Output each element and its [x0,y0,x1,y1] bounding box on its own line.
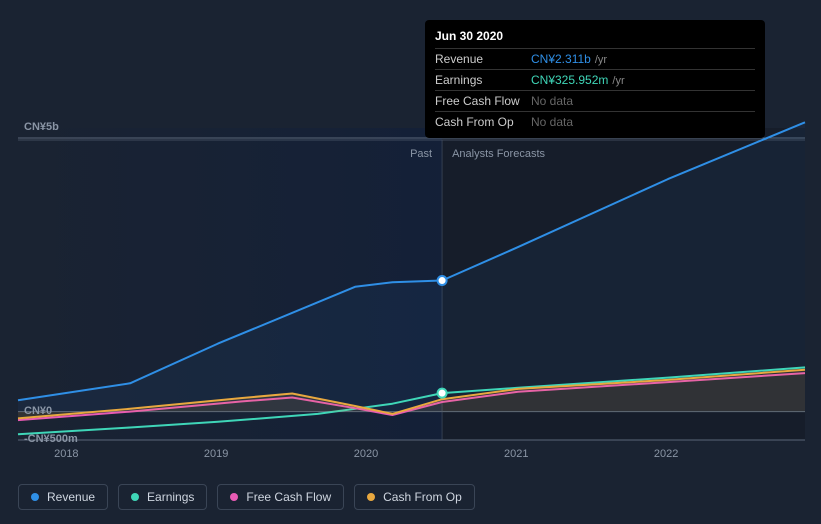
tooltip-row: Free Cash FlowNo data [435,91,755,112]
financials-chart: CN¥5b CN¥0 -CN¥500m 2018 2019 2020 2021 2022 P… [0,0,821,524]
legend-swatch-icon [31,493,39,501]
legend-item-fcf[interactable]: Free Cash Flow [217,484,344,510]
tooltip-row-label: Earnings [435,73,531,87]
past-region-label: Past [410,148,432,160]
tooltip-row-value: CN¥2.311b [531,52,591,66]
tooltip-row-label: Cash From Op [435,115,531,129]
tooltip-row: EarningsCN¥325.952m/yr [435,70,755,91]
legend-item-cfo[interactable]: Cash From Op [354,484,475,510]
tooltip-date: Jun 30 2020 [435,26,755,49]
tooltip-row-unit: /yr [595,54,607,66]
legend-item-label: Earnings [147,490,194,504]
legend-item-label: Cash From Op [383,490,462,504]
x-axis-label: 2021 [504,448,528,460]
y-axis-label: CN¥5b [24,121,59,133]
x-axis-label: 2020 [354,448,378,460]
chart-legend: Revenue Earnings Free Cash Flow Cash From O… [18,484,475,510]
forecasts-region-label: Analysts Forecasts [452,148,545,160]
tooltip-row: RevenueCN¥2.311b/yr [435,49,755,70]
x-axis-label: 2022 [654,448,678,460]
tooltip-row-unit: /yr [612,75,624,87]
legend-swatch-icon [367,493,375,501]
x-axis-label: 2019 [204,448,228,460]
tooltip-row: Cash From OpNo data [435,112,755,132]
legend-item-revenue[interactable]: Revenue [18,484,108,510]
legend-swatch-icon [230,493,238,501]
legend-item-label: Free Cash Flow [246,490,331,504]
chart-tooltip: Jun 30 2020 RevenueCN¥2.311b/yrEarningsC… [425,20,765,138]
y-axis-label: CN¥0 [24,405,52,417]
tooltip-row-label: Revenue [435,52,531,66]
x-axis-label: 2018 [54,448,78,460]
legend-item-label: Revenue [47,490,95,504]
y-axis-label: -CN¥500m [24,433,78,445]
tooltip-row-value: CN¥325.952m [531,73,608,87]
tooltip-row-value: No data [531,94,573,108]
legend-item-earnings[interactable]: Earnings [118,484,207,510]
tooltip-row-label: Free Cash Flow [435,94,531,108]
tooltip-row-value: No data [531,115,573,129]
legend-swatch-icon [131,493,139,501]
